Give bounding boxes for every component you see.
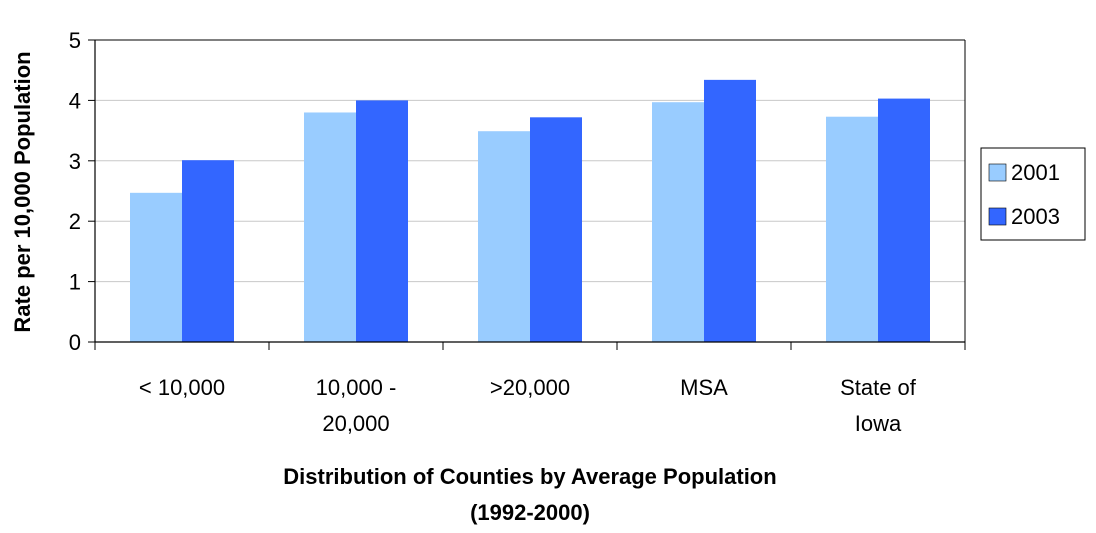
legend-label-2003: 2003 — [1011, 204, 1060, 229]
x-tick-label: State of Iowa — [840, 375, 917, 436]
bar-2003-2 — [356, 100, 408, 343]
bar-2003-5 — [878, 98, 930, 342]
y-axis-title: Rate per 10,000 Population — [10, 51, 35, 332]
bar-2001-4 — [652, 102, 704, 342]
bar-2001-1 — [130, 192, 182, 342]
y-tick-label: 3 — [69, 149, 81, 174]
x-axis-title-line: (1992-2000) — [470, 500, 590, 525]
bar-2003-3 — [530, 117, 582, 342]
bar-2001-3 — [478, 131, 530, 342]
x-axis-title-line: Distribution of Counties by Average Popu… — [283, 464, 776, 489]
y-tick-label: 2 — [69, 209, 81, 234]
y-tick-labels: 0 1 2 3 4 5 — [69, 28, 81, 355]
legend-swatch-2003 — [988, 207, 1007, 226]
legend-label-2001: 2001 — [1011, 160, 1060, 185]
bars — [130, 79, 930, 343]
bar-2003-4 — [704, 79, 756, 342]
bar-2001-5 — [826, 116, 878, 342]
legend: 2001 2003 — [980, 147, 1086, 241]
axes — [88, 39, 966, 350]
y-tick-label: 0 — [69, 330, 81, 355]
y-tick-label: 5 — [69, 28, 81, 53]
x-tick-label: >20,000 — [490, 375, 570, 400]
bar-2003-1 — [182, 160, 234, 342]
y-tick-label: 4 — [69, 88, 81, 113]
y-tick-label: 1 — [69, 270, 81, 295]
x-tick-label: < 10,000 — [139, 375, 225, 400]
x-axis-title: Distribution of Counties by Average Popu… — [283, 464, 776, 525]
x-tick-labels: < 10,000 10,000 -20,000 >20,000 MSA State of… — [139, 375, 917, 436]
legend-swatch-2001 — [988, 163, 1007, 182]
x-tick-label: MSA — [680, 375, 728, 400]
x-tick-label: 10,000 -20,000 — [316, 375, 397, 436]
bar-2001-2 — [304, 112, 356, 342]
